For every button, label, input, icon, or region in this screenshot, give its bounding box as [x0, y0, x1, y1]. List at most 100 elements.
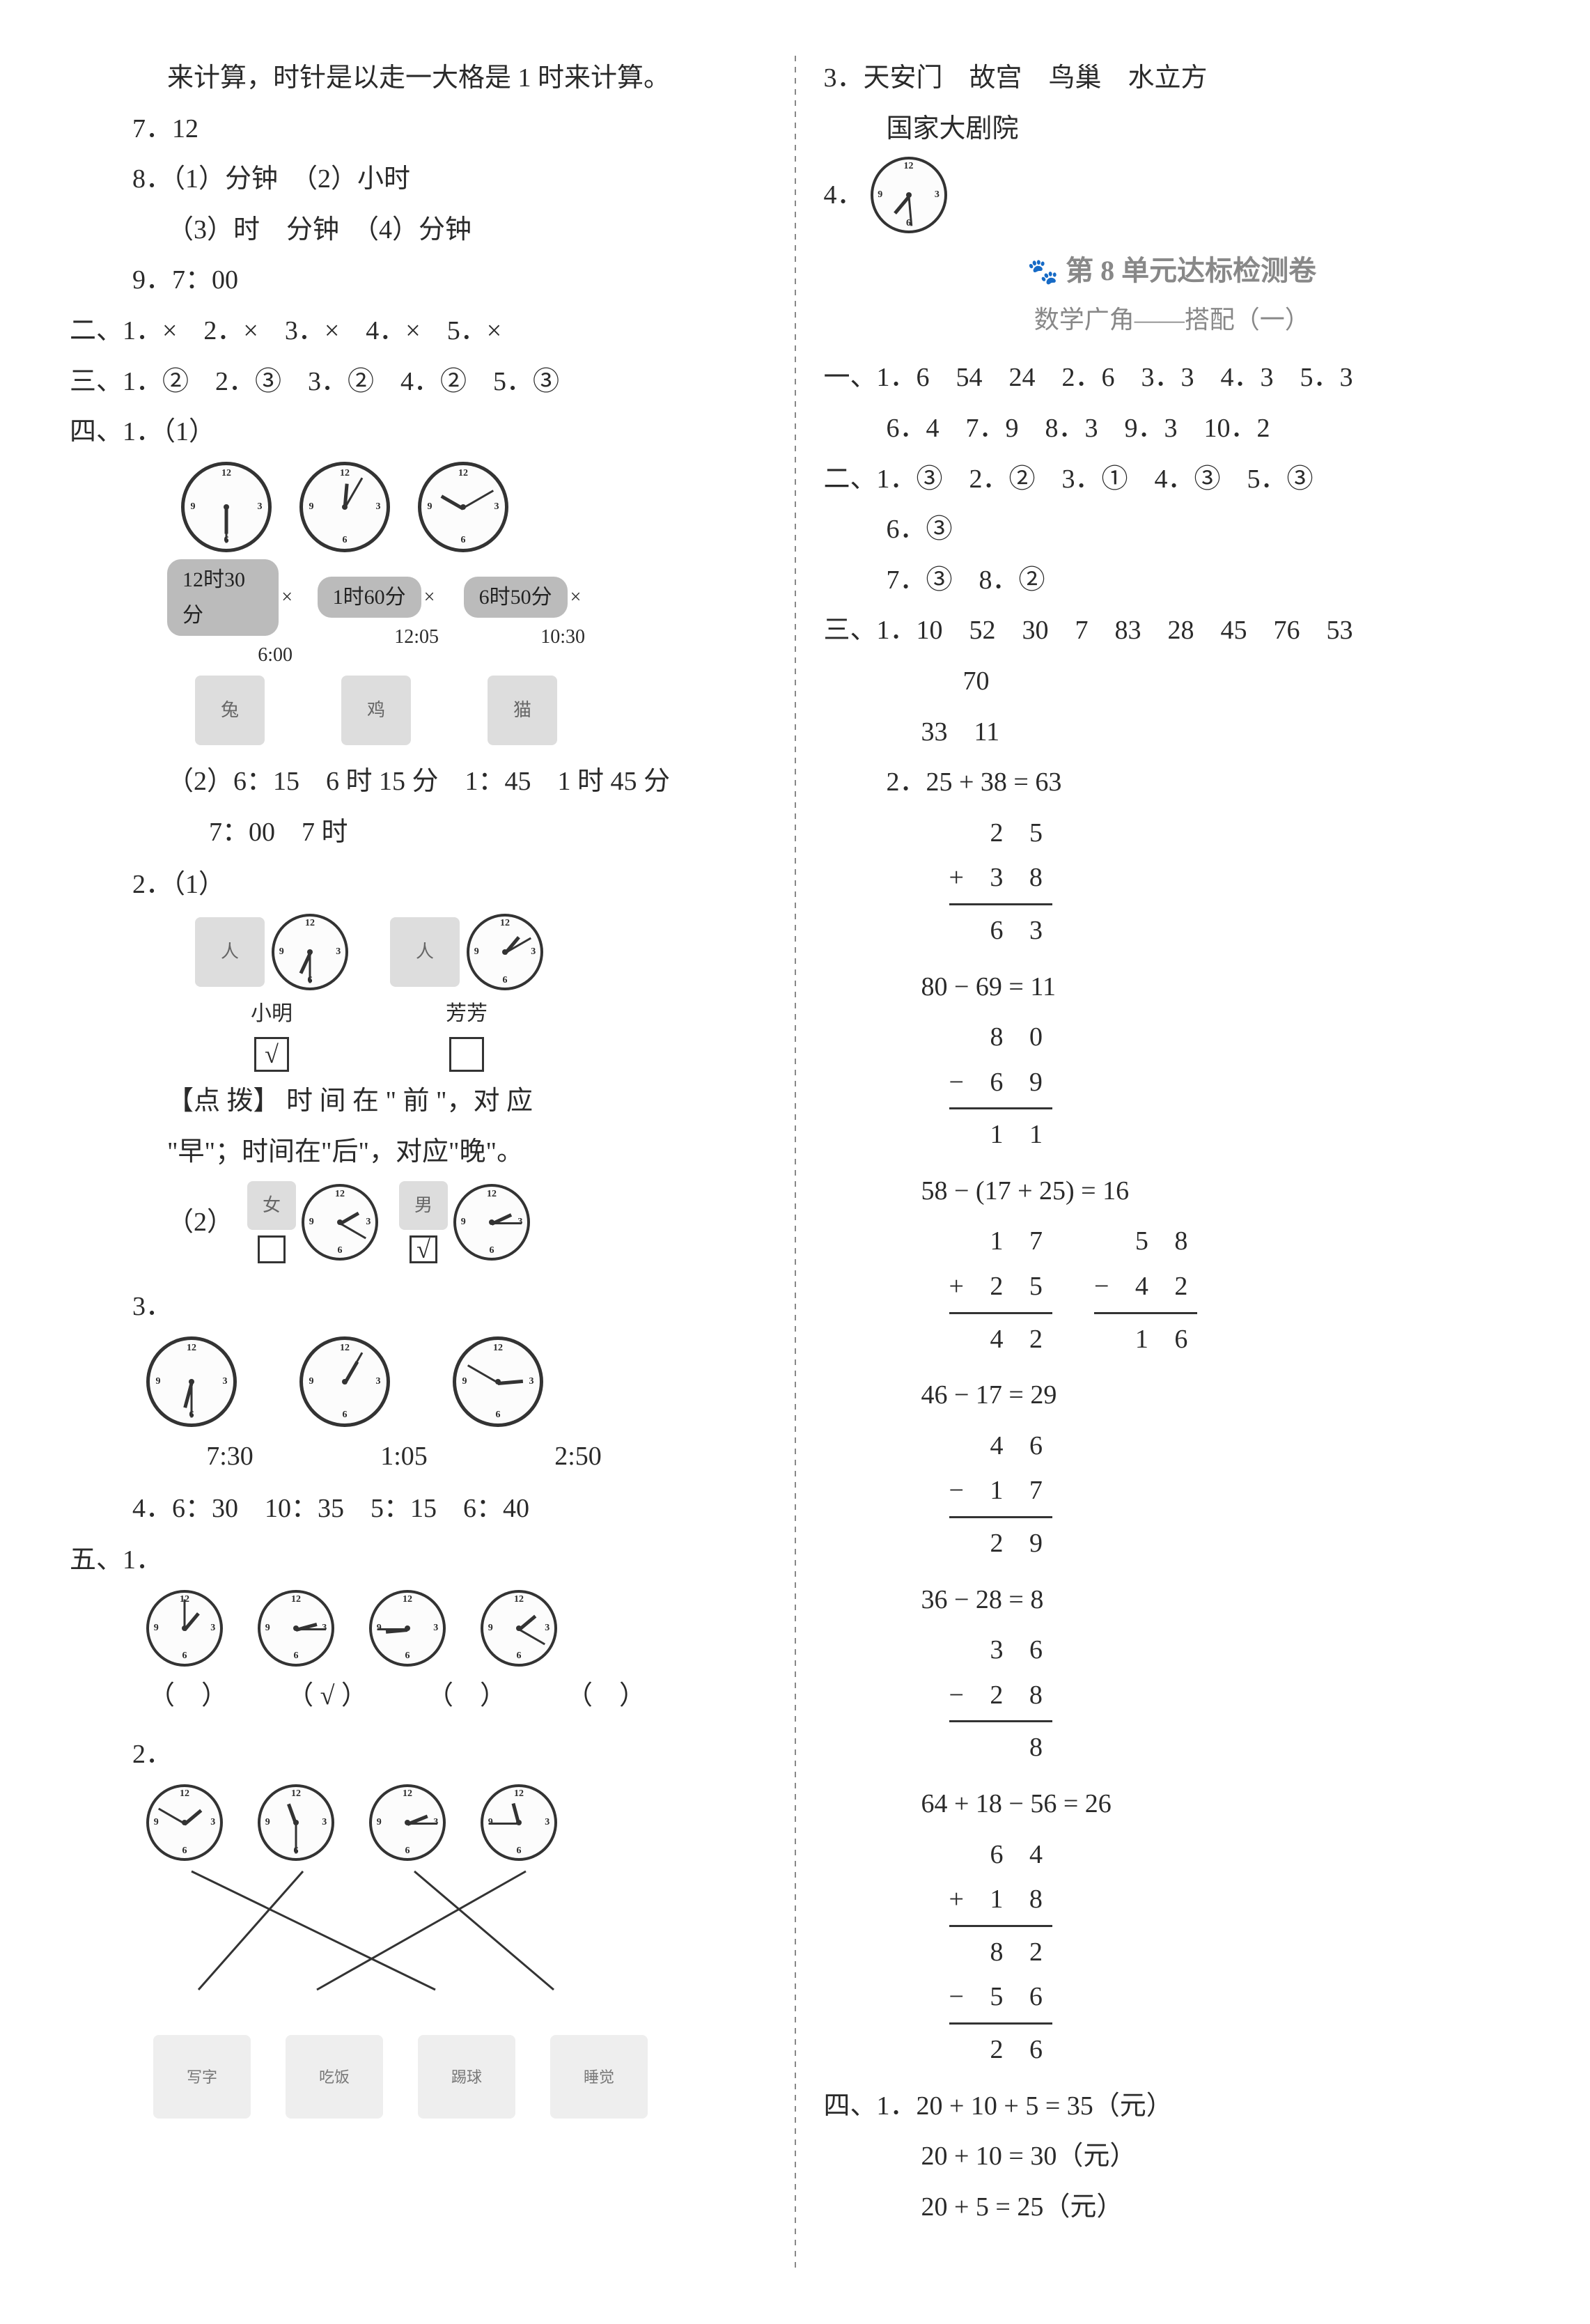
column-divider — [795, 56, 796, 2268]
people-row-4-2-2: 女12369男√12369 — [247, 1181, 530, 1263]
vertical-calc: 8 0− 6 9 1 1 — [824, 1015, 1521, 1157]
calculations: 2．25 + 38 = 63 2 5+ 3 8 6 380 − 69 = 11 … — [824, 760, 1521, 2072]
item-4-2-header: 2．（1） — [70, 862, 767, 907]
r-sec1-l2: 6．4 7．9 8．3 9．3 10．2 — [824, 406, 1521, 451]
paren-answer: （ ） — [418, 1674, 515, 1719]
label-4-3: 3． — [70, 1284, 172, 1329]
clock-icon: 12369 — [369, 1784, 446, 1861]
time-label: 2:50 — [522, 1434, 634, 1479]
item-7: 7．12 — [70, 107, 767, 152]
equation: 80 − 69 = 11 — [824, 965, 1521, 1010]
r-sec4-l2: 20 + 10 = 30（元） — [824, 2134, 1521, 2179]
clock-row-4-3: 123691236912369 — [70, 1336, 767, 1427]
person-icon: 人 — [390, 917, 460, 987]
labels-4-3: 7:30 1:05 2:50 — [70, 1434, 767, 1479]
clock-row-4-1: 123691236912369 — [70, 462, 767, 552]
unit-title: 第 8 单元达标检测卷 — [1066, 255, 1316, 286]
people-row-4-2-1: 人12369小明√人12369芳芳 — [70, 914, 767, 1072]
person-icon: 女 — [247, 1181, 296, 1230]
left-column: 来计算，时针是以走一大格是 1 时来计算。 7．12 8．（1）分钟 （2）小时… — [70, 56, 767, 2268]
clock-icon: 12369 — [871, 157, 947, 233]
x-mark: × — [281, 581, 293, 614]
clock-icon: 12369 — [418, 462, 508, 552]
person-unit: 男√12369 — [399, 1181, 530, 1263]
clock-icon: 12369 — [258, 1784, 334, 1861]
character-icon: 兔 — [195, 676, 265, 745]
unit-subtitle: 数学广角——搭配（一） — [824, 299, 1521, 341]
r-sec4-l3: 20 + 5 = 25（元） — [824, 2185, 1521, 2230]
clock-row-5-1: 12369123691236912369 — [70, 1590, 767, 1667]
person-unit: 人12369芳芳 — [390, 914, 543, 1072]
time-pill: 6时50分 — [464, 577, 568, 618]
clock-icon: 12369 — [467, 914, 543, 990]
hint-l1: 【点 拨】 时 间 在 " 前 "，对 应 — [70, 1079, 767, 1124]
r-sec3-l3: 33 11 — [824, 710, 1521, 755]
r-sec1-l1: 一、1．6 54 24 2．6 3．3 4．3 5．3 — [824, 355, 1521, 400]
item-4-3: 3． — [70, 1284, 767, 1329]
section-2: 二、1．× 2．× 3．× 4．× 5．× — [70, 309, 767, 354]
item-4-1-2b: 7：00 7 时 — [70, 810, 767, 855]
r-sec3-l1: 三、1．10 52 30 7 83 28 45 76 53 — [824, 608, 1521, 653]
paren-answer: （ √ ） — [279, 1674, 376, 1719]
activity-icon: 写字 — [153, 2035, 251, 2119]
clock-icon: 12369 — [146, 1590, 223, 1667]
activity-icon: 吃饭 — [286, 2035, 383, 2119]
pill-cell: 1时60分×12:05 — [313, 577, 439, 654]
equation: 64 + 18 − 56 = 26 — [824, 1781, 1521, 1827]
pill-row-4-1: 12时30分×6:001时60分×12:056时50分×10:30 — [70, 559, 767, 672]
time-label: 10:30 — [540, 621, 585, 654]
person-name: 小明 — [251, 996, 293, 1031]
vertical-calc: 2 5+ 3 8 6 3 — [824, 811, 1521, 953]
clock-icon: 12369 — [453, 1184, 530, 1261]
clock-icon: 12369 — [302, 1184, 378, 1261]
paw-icon: 🐾 — [1027, 258, 1059, 286]
right-column: 3．天安门 故宫 鸟巢 水立方 国家大剧院 4． 12369 🐾 第 8 单元达… — [824, 56, 1521, 2268]
section-3: 三、1．② 2．③ 3．② 4．② 5．③ — [70, 359, 767, 405]
r-item-3b: 国家大剧院 — [824, 107, 1521, 152]
vertical-calc: 1 7+ 2 5 4 2 5 8− 4 2 1 6 — [824, 1219, 1521, 1362]
equation: 46 − 17 = 29 — [824, 1373, 1521, 1418]
time-label: 6:00 — [258, 639, 293, 672]
checkbox — [449, 1037, 484, 1072]
paren-answer: （ ） — [557, 1674, 655, 1719]
char-row-4-1: 兔鸡猫 — [70, 676, 767, 745]
clock-icon: 12369 — [299, 1336, 390, 1427]
character-cell: 兔 — [167, 676, 293, 745]
person-icon: 人 — [195, 917, 265, 987]
label-5-2: 2． — [70, 1732, 767, 1777]
checkbox: √ — [254, 1037, 289, 1072]
match-lines — [146, 1868, 634, 1993]
clock-icon: 12369 — [453, 1336, 543, 1427]
activity-row: 写字吃饭踢球睡觉 — [70, 2035, 767, 2119]
paren-answer: （ ） — [139, 1674, 237, 1719]
hint-l2: "早"；时间在"后"，对应"晚"。 — [70, 1130, 767, 1175]
clock-icon: 12369 — [258, 1590, 334, 1667]
time-label: 7:30 — [174, 1434, 286, 1479]
item-4-4: 4．6：30 10：35 5：15 6：40 — [70, 1486, 767, 1531]
section-5-1: 五、1． — [70, 1538, 767, 1583]
item-8-line1: 8．（1）分钟 （2）小时 — [70, 157, 767, 202]
clock-icon: 12369 — [272, 914, 348, 990]
r-sec4-l1: 四、1．20 + 10 + 5 = 35（元） — [824, 2084, 1521, 2129]
x-mark: × — [424, 581, 435, 614]
label-5-1: 五、1． — [70, 1538, 162, 1583]
pill-cell: 12时30分×6:00 — [167, 559, 293, 672]
r-sec2-l3: 7．③ 8．② — [824, 558, 1521, 603]
r-item-4: 4． 12369 — [824, 157, 1521, 233]
person-unit: 人12369 小明 √ — [195, 914, 348, 1072]
r-sec2-l1: 二、1．③ 2．② 3．① 4．③ 5．③ — [824, 457, 1521, 502]
time-label: 1:05 — [348, 1434, 460, 1479]
character-cell: 猫 — [460, 676, 585, 745]
activity-icon: 睡觉 — [550, 2035, 648, 2119]
clock-row-5-2: 12369123691236912369 — [70, 1784, 767, 1861]
vertical-calc: 4 6− 1 7 2 9 — [824, 1424, 1521, 1566]
r-item-4-label: 4． — [824, 173, 864, 218]
r-item-3: 3．天安门 故宫 鸟巢 水立方 — [824, 56, 1521, 101]
item-9: 9．7：00 — [70, 258, 767, 303]
label-4-2-2: （2） — [167, 1200, 233, 1245]
checkbox — [258, 1235, 286, 1263]
vertical-calc: 3 6− 2 8 8 — [824, 1628, 1521, 1770]
section-4-1-header: 四、1．（1） — [70, 410, 767, 455]
clock-icon: 12369 — [299, 462, 390, 552]
clock-icon: 12369 — [146, 1784, 223, 1861]
